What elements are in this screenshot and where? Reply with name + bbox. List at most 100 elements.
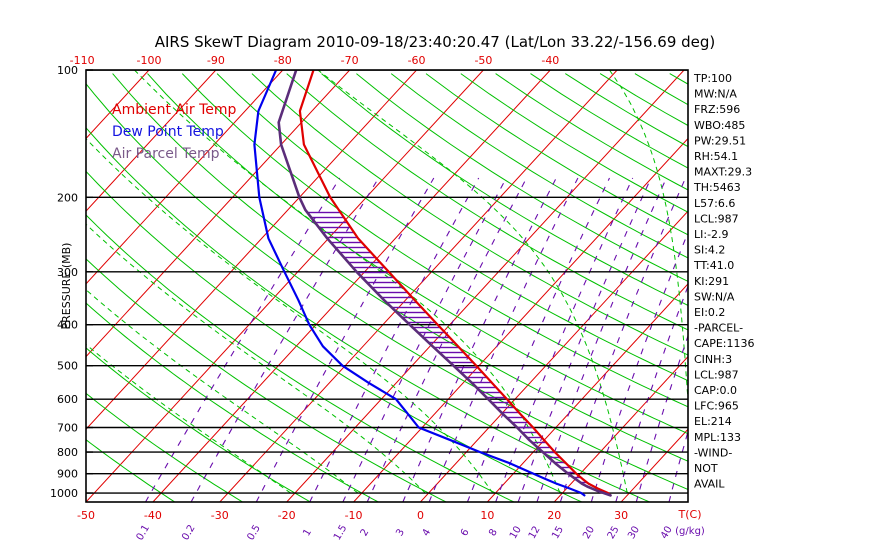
bottom-temp-tick--40: -40	[144, 509, 162, 522]
pressure-axis: 100 200 300 400 500 600 700 800 900 1000	[50, 64, 93, 500]
top-temp-tick--80: -80	[274, 54, 292, 67]
ambient-temp-curve	[298, 70, 612, 497]
bottom-temp-tick--30: -30	[211, 509, 229, 522]
parameter-ki: KI:291	[694, 275, 729, 288]
parameter-li: LI:-2.9	[694, 228, 729, 241]
bottom-temp-tick--10: -10	[345, 509, 363, 522]
page-title: AIRS SkewT Diagram 2010-09-18/23:40:20.4…	[155, 33, 716, 51]
isotherm-0	[420, 210, 688, 502]
top-temp-tick--60: -60	[408, 54, 426, 67]
bottom-temp-tick-10: 10	[480, 509, 494, 522]
legend: Ambient Air Temp Dew Point Temp Air Parc…	[112, 102, 237, 162]
isotherm--50	[86, 70, 484, 502]
parameter-ei: EI:0.2	[694, 306, 725, 319]
pressure-tick-200: 200	[57, 191, 78, 204]
isotherm--80	[86, 70, 284, 285]
parameter-mpl: MPL:133	[694, 431, 741, 444]
moist-adiabat--10	[86, 289, 359, 494]
parameter-th: TH:5463	[693, 181, 741, 194]
parameter-cape: CAPE:1136	[694, 337, 755, 350]
dry-adiabat-20	[86, 170, 583, 502]
mixing-ratio-1.5	[342, 177, 507, 502]
bottom-temp-tick--50: -50	[77, 509, 95, 522]
parameter-tp: TP:100	[693, 72, 732, 85]
x-axis-temp-label: T(C)	[678, 508, 702, 521]
parameter-not: NOT	[694, 462, 718, 475]
parameter-parcel: -PARCEL-	[694, 322, 743, 335]
mixing-ratio-40	[668, 429, 688, 502]
pressure-tick-1000: 1000	[50, 487, 78, 500]
parameter-rh: RH:54.1	[694, 150, 738, 163]
mixing-ratio-10	[517, 177, 652, 502]
parameter-pw: PW:29.51	[694, 134, 746, 147]
mixing-ratio-25	[615, 284, 688, 502]
mixing-ratio-lines	[145, 177, 688, 502]
plot-grid-area	[86, 70, 688, 502]
dry-adiabat-10	[86, 214, 515, 502]
mixing-ratio-tick-4: 4	[421, 527, 434, 538]
dry-adiabat-70	[181, 73, 688, 408]
dry-adiabat-130	[390, 73, 688, 259]
sounding-curves	[253, 70, 612, 497]
isotherm-20	[553, 355, 688, 502]
parameter-mw: MW:N/A	[694, 88, 737, 101]
moist-adiabat-30	[317, 70, 628, 494]
pressure-tick-600: 600	[57, 393, 78, 406]
dry-adiabat-90	[251, 73, 688, 356]
legend-ambient-label: Ambient Air Temp	[112, 102, 237, 118]
dry-adiabat-0	[86, 258, 447, 502]
parameter-cap: CAP:0.0	[694, 384, 737, 397]
mixing-ratio-2	[366, 177, 528, 502]
dry-adiabat-50	[112, 73, 688, 462]
parameter-wbo: WBO:485	[694, 119, 745, 132]
isotherm--20	[286, 70, 685, 502]
dewpoint-curve	[253, 70, 586, 497]
top-temp-tick--50: -50	[474, 54, 492, 67]
bottom-temperature-axis: -50 -40 -30 -20 -10 0 10 20 30	[77, 509, 628, 522]
dry-adiabat-110	[321, 73, 688, 306]
mixing-ratio-0.1	[145, 177, 341, 502]
mixing-ratio-tick-2: 2	[359, 527, 372, 538]
top-temp-tick--110: -110	[70, 54, 95, 67]
parameter-l57: L57:6.6	[694, 197, 735, 210]
top-temp-tick--100: -100	[137, 54, 162, 67]
isotherm-10	[486, 283, 688, 502]
y-axis-label: PRESSURE (MB)	[60, 243, 73, 330]
mixing-ratio-tick-8: 8	[487, 527, 500, 538]
parameter-avail: AVAIL	[694, 478, 725, 491]
dry-adiabat-80	[216, 73, 688, 382]
legend-parcel-label: Air Parcel Temp	[112, 146, 220, 162]
parameter-cinh: CINH:3	[694, 353, 732, 366]
mixing-ratio-8	[495, 177, 634, 502]
mixing-ratio-4	[428, 177, 579, 502]
parameter-frz: FRZ:596	[694, 103, 740, 116]
cape-area	[306, 210, 594, 487]
parcel-temp-curve	[277, 70, 612, 497]
moist-adiabat-0	[86, 223, 426, 494]
parameter-lfc: LFC:965	[694, 400, 739, 413]
moist-adiabat--20	[86, 343, 291, 494]
mixing-ratio-tick-6: 6	[459, 527, 472, 538]
top-temperature-axis: -110 -100 -90 -80 -70 -60 -50 -40	[70, 54, 560, 67]
bottom-temp-tick--20: -20	[278, 509, 296, 522]
pressure-tick-300: 300	[57, 266, 78, 279]
bottom-temp-tick-20: 20	[547, 509, 561, 522]
dry-adiabat--40	[86, 439, 176, 502]
cape-shaded-region	[306, 210, 594, 487]
mixing-ratio-tick-1: 1	[301, 527, 314, 538]
parameter-wind: -WIND-	[694, 446, 732, 459]
isotherm--40	[152, 70, 551, 502]
mixing-ratio-20	[590, 231, 688, 502]
dry-adiabat-120	[356, 73, 688, 282]
pressure-tick-400: 400	[57, 319, 78, 332]
mixing-ratio-tick-3: 3	[394, 527, 407, 538]
x-axis-mixing-label: (g/kg)	[675, 526, 705, 537]
moist-adiabat-10	[86, 137, 494, 494]
parameter-si: SI:4.2	[694, 244, 725, 257]
moist-adiabat-40	[609, 70, 688, 409]
mixing-ratio-30	[635, 334, 688, 502]
mixing-ratio-0.5	[255, 177, 435, 502]
dry-adiabat-100	[286, 73, 688, 331]
